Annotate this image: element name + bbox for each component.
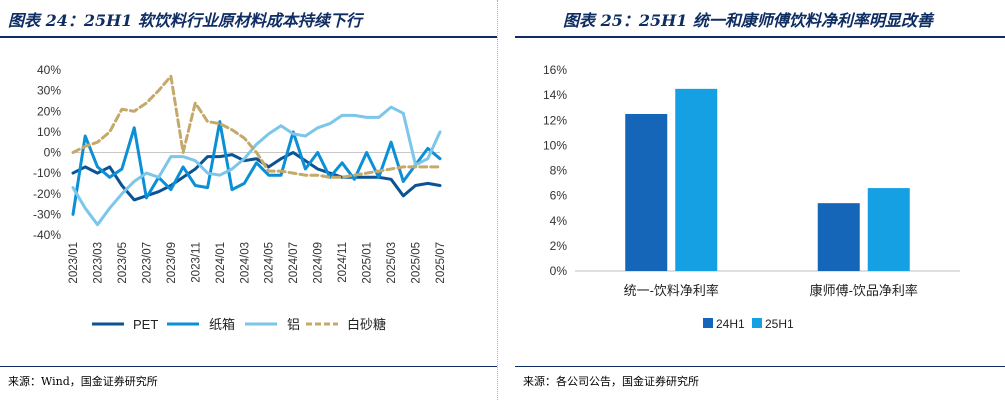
y-tick-label: 10% <box>543 138 567 152</box>
y-tick-label: 8% <box>550 164 568 178</box>
x-tick-label: 2023/01 <box>68 242 80 284</box>
x-tick-label: 2023/05 <box>117 242 129 284</box>
series-line-3 <box>71 74 442 179</box>
x-tick-label: 2024/01 <box>215 242 227 284</box>
x-tick-label: 2024/07 <box>288 242 300 284</box>
y-tick-label: -20% <box>33 187 61 201</box>
x-tick-label: 2023/11 <box>190 242 202 283</box>
left-chart-title: 图表 24：25H1 软饮料行业原材料成本持续下行 <box>8 11 362 30</box>
y-tick-label: 0% <box>550 264 568 278</box>
category-label: 统一-饮料净利率 <box>624 283 719 298</box>
right-chart-title: 图表 25：25H1 统一和康师傅饮料净利率明显改善 <box>563 11 933 30</box>
line-chart: 40% 30% 20% 10% 0% -10% -20% -30% -40% 2023/01 202… <box>33 63 447 332</box>
legend-swatch-0 <box>703 318 713 328</box>
y-tick-label: 12% <box>543 113 567 127</box>
legend-swatch-1 <box>752 318 762 328</box>
legend-label-1: 25H1 <box>765 317 794 331</box>
panel-divider <box>497 0 499 400</box>
bar-1-0 <box>817 203 860 271</box>
x-tick-label: 2025/01 <box>362 242 374 284</box>
bar-0-0 <box>625 113 668 271</box>
x-tick-label: 2024/03 <box>239 242 251 284</box>
legend-label-3: 白砂糖 <box>347 317 386 332</box>
y-tick-label: 4% <box>550 214 568 228</box>
x-tick-label: 2023/07 <box>141 242 153 284</box>
left-source-note: 来源：Wind，国金证券研究所 <box>8 375 158 388</box>
left-top-rule <box>0 36 497 38</box>
x-tick-label: 2023/03 <box>92 242 104 284</box>
bar-1-1 <box>867 188 910 271</box>
legend-label-1: 纸箱 <box>209 317 235 332</box>
y-tick-label: -10% <box>33 166 61 180</box>
right-chart-panel: 图表 25：25H1 统一和康师傅饮料净利率明显改善 16% 14% 12% 10% 8… <box>515 0 1005 400</box>
y-tick-label: 14% <box>543 88 567 102</box>
bar-chart: 16% 14% 12% 10% 8% 6% 4% 2% 0% 统一-饮料净利率 康师傅-饮品净利率 2… <box>543 63 960 331</box>
x-tick-label: 2025/07 <box>435 242 447 284</box>
bar-0-1 <box>675 88 718 271</box>
legend-label-0: PET <box>133 317 158 332</box>
left-chart-panel: 图表 24：25H1 软饮料行业原材料成本持续下行 40% 30% 20% 10% 0%… <box>0 0 497 400</box>
x-tick-label: 2024/11 <box>337 242 349 283</box>
x-tick-label: 2024/09 <box>313 242 325 284</box>
y-tick-label: 30% <box>37 84 61 98</box>
left-bottom-rule <box>0 366 497 367</box>
legend-label-0: 24H1 <box>716 317 745 331</box>
right-source-note: 来源：各公司公告，国金证券研究所 <box>523 375 699 388</box>
legend-label-2: 铝 <box>287 317 300 332</box>
x-tick-label: 2025/03 <box>386 242 398 284</box>
y-tick-label: -30% <box>33 207 61 221</box>
y-tick-label: 2% <box>550 239 568 253</box>
series-line-1 <box>71 120 442 216</box>
right-bottom-rule <box>515 366 1005 367</box>
y-tick-label: -40% <box>33 228 61 242</box>
x-tick-label: 2023/09 <box>166 242 178 284</box>
y-tick-label: 20% <box>37 104 61 118</box>
y-tick-label: 6% <box>550 189 568 203</box>
right-top-rule <box>515 36 1005 38</box>
y-tick-label: 40% <box>37 63 61 77</box>
y-tick-label: 10% <box>37 125 61 139</box>
y-tick-label: 16% <box>543 63 567 77</box>
left-title-bar: 图表 24：25H1 软饮料行业原材料成本持续下行 <box>0 0 497 36</box>
right-title-bar: 图表 25：25H1 统一和康师傅饮料净利率明显改善 <box>515 0 1005 36</box>
y-tick-label: 0% <box>44 146 62 160</box>
series-line-2 <box>71 105 442 227</box>
x-tick-label: 2024/05 <box>264 242 276 284</box>
x-tick-label: 2025/05 <box>411 242 423 284</box>
category-label: 康师傅-饮品净利率 <box>810 283 918 298</box>
